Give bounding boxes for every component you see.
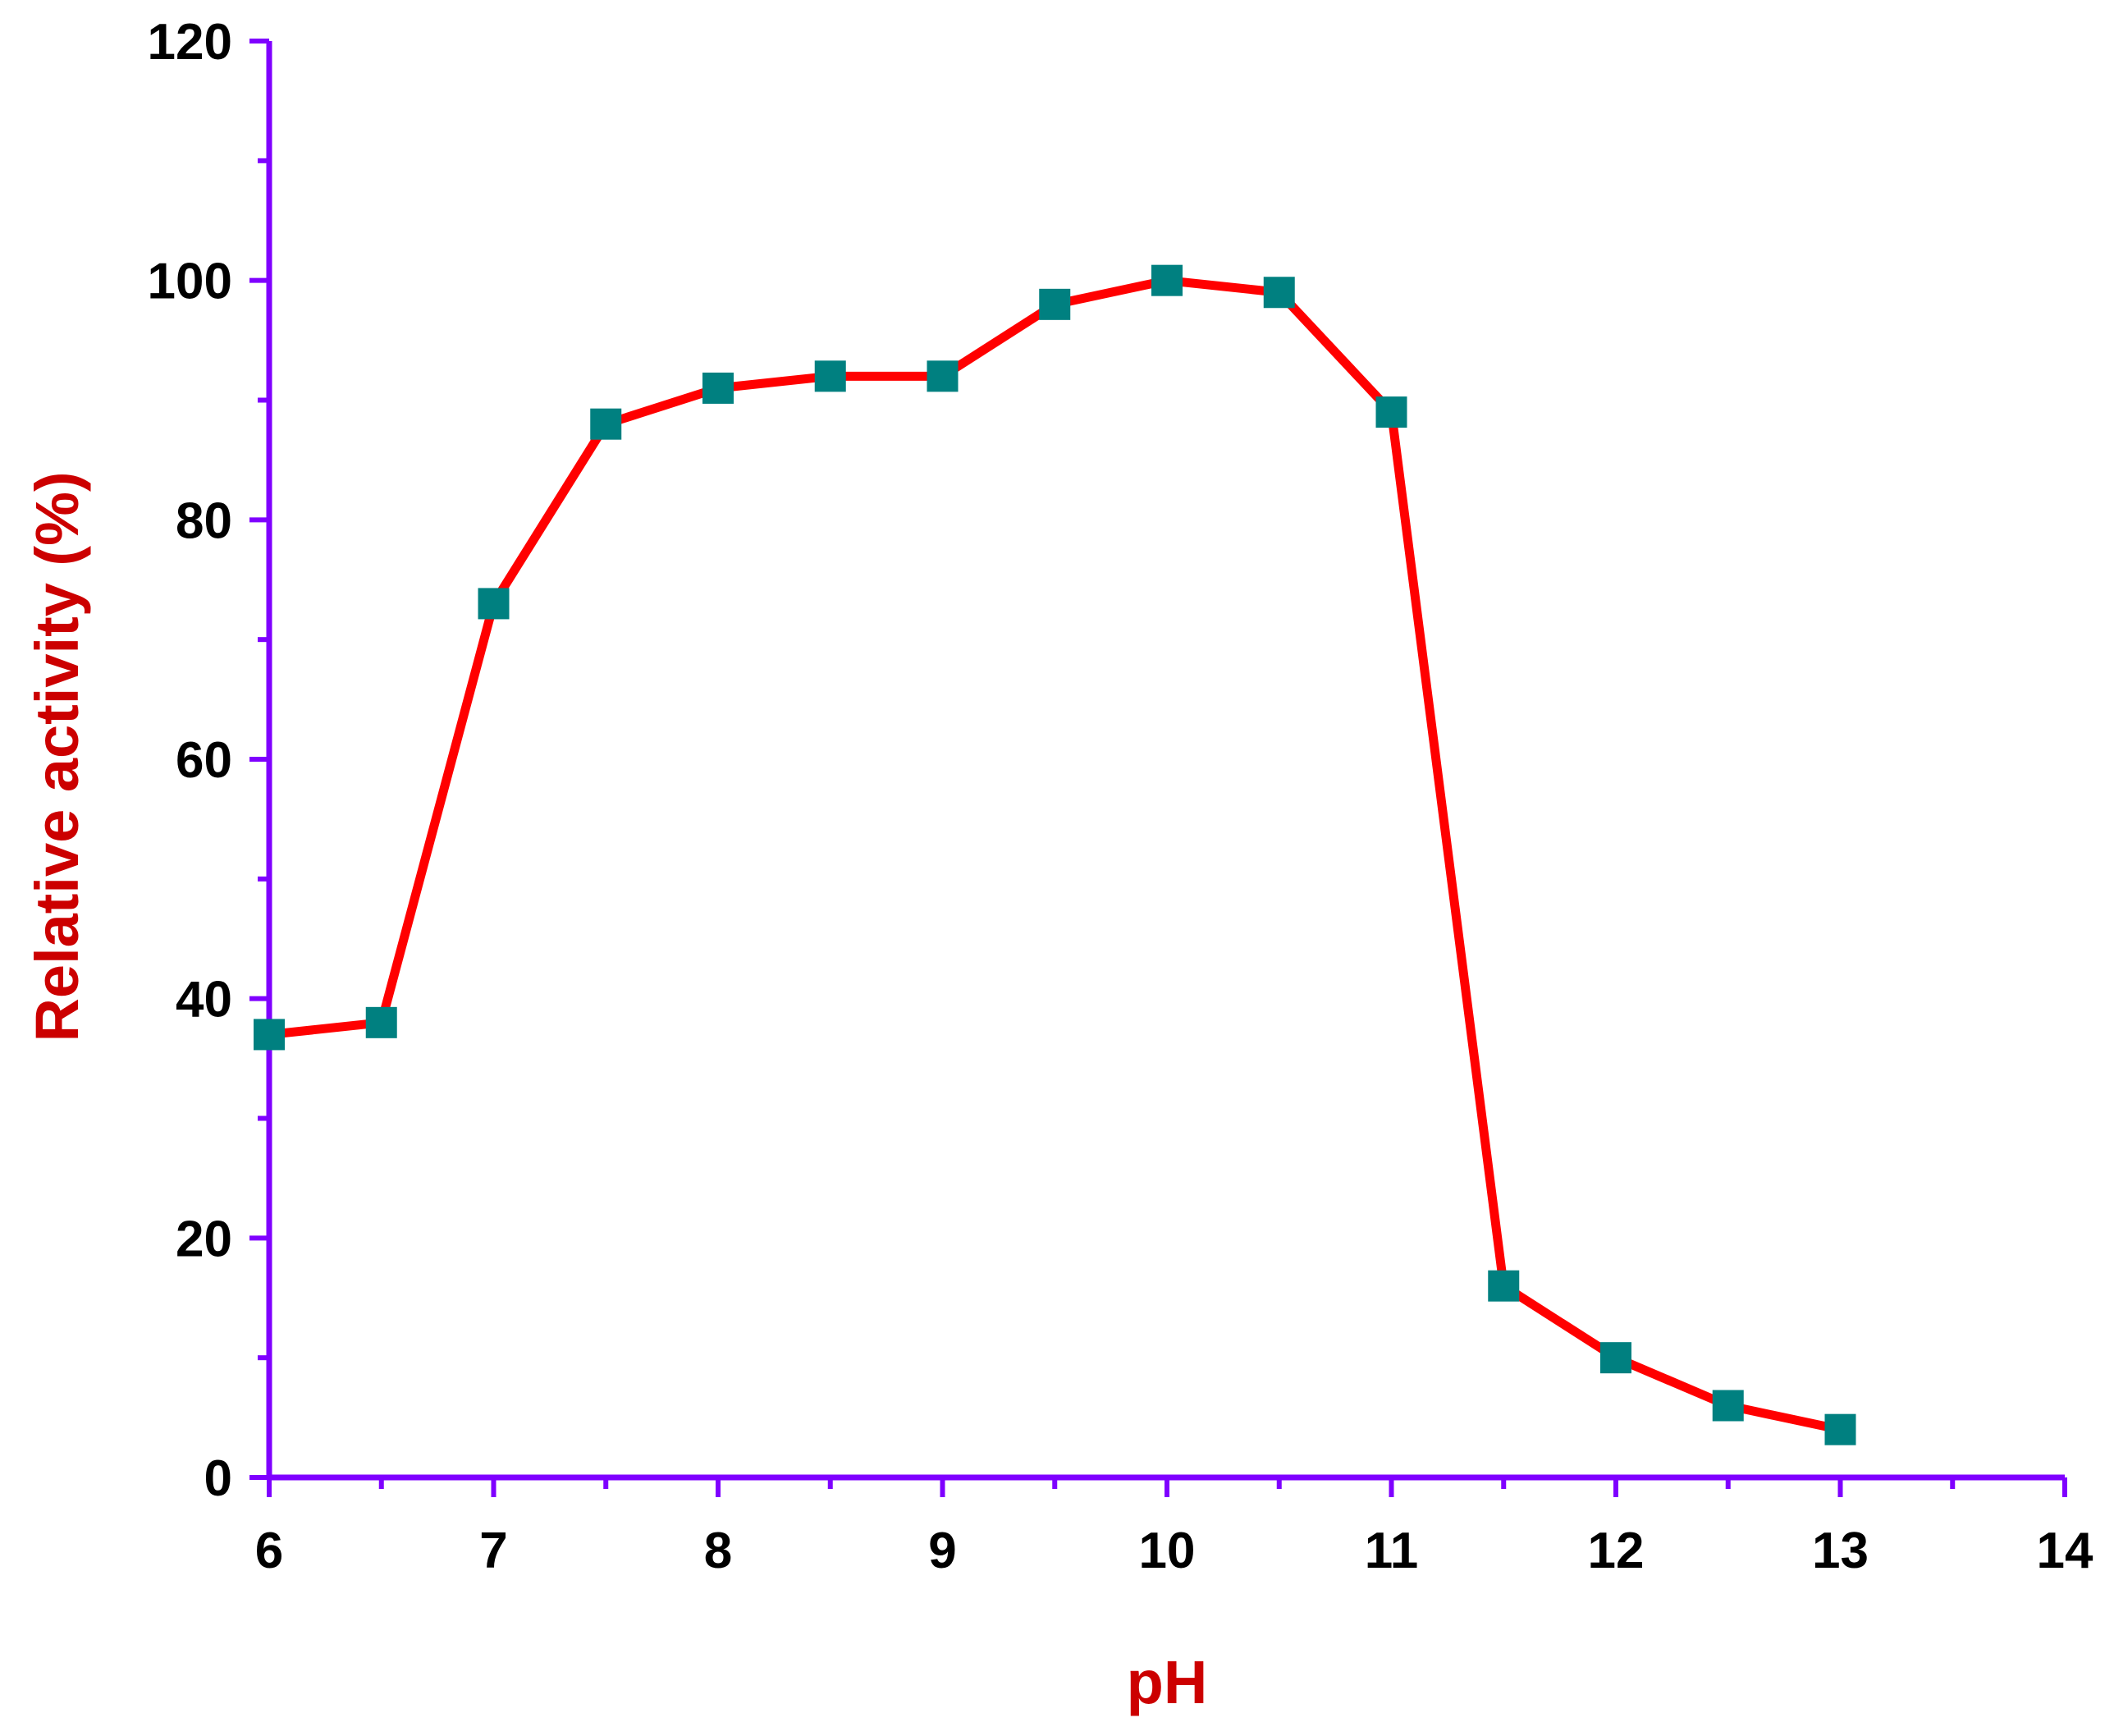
data-point-marker bbox=[1263, 277, 1295, 309]
data-point-marker bbox=[1600, 1342, 1631, 1374]
data-point-marker bbox=[365, 1006, 397, 1038]
data-point-marker bbox=[1039, 288, 1071, 320]
x-tick-label: 13 bbox=[1812, 1523, 1869, 1579]
data-point-marker bbox=[1151, 264, 1183, 296]
y-tick-label: 80 bbox=[176, 492, 232, 549]
y-axis-title: Relative activity (%) bbox=[23, 471, 91, 1042]
x-tick-label: 6 bbox=[255, 1523, 283, 1579]
x-tick-label: 12 bbox=[1588, 1523, 1645, 1579]
y-tick-label: 120 bbox=[148, 14, 232, 71]
x-tick-label: 7 bbox=[479, 1523, 507, 1579]
x-axis-title: pH bbox=[1127, 1648, 1208, 1716]
axes bbox=[266, 41, 2065, 1481]
x-tick-label: 10 bbox=[1139, 1523, 1196, 1579]
data-point-marker bbox=[478, 588, 510, 620]
y-tick-label: 60 bbox=[176, 732, 232, 789]
y-tick-label: 100 bbox=[148, 254, 232, 310]
tick-labels: 6 7 8 9 10 11 12 13 14 0 20 40 60 80 100 120 bbox=[148, 14, 2093, 1579]
data-point-marker bbox=[1824, 1413, 1856, 1445]
data-point-marker bbox=[927, 360, 959, 392]
data-point-marker bbox=[1488, 1270, 1520, 1302]
y-tick-label: 0 bbox=[204, 1450, 232, 1507]
y-tick-label: 40 bbox=[176, 972, 232, 1028]
y-tick-label: 20 bbox=[176, 1211, 232, 1267]
ticks bbox=[249, 39, 2067, 1497]
data-point-marker bbox=[254, 1019, 285, 1051]
data-point-marker bbox=[1712, 1390, 1744, 1422]
x-tick-label: 14 bbox=[2037, 1523, 2093, 1579]
data-point-marker bbox=[814, 360, 846, 392]
data-point-marker bbox=[590, 408, 622, 440]
series-line bbox=[264, 276, 1845, 1435]
x-tick-label: 8 bbox=[704, 1523, 732, 1579]
data-point-marker bbox=[1375, 396, 1407, 428]
data-point-marker bbox=[702, 372, 734, 404]
x-tick-label: 9 bbox=[928, 1523, 956, 1579]
series bbox=[254, 264, 1856, 1445]
x-tick-label: 11 bbox=[1365, 1523, 1419, 1579]
